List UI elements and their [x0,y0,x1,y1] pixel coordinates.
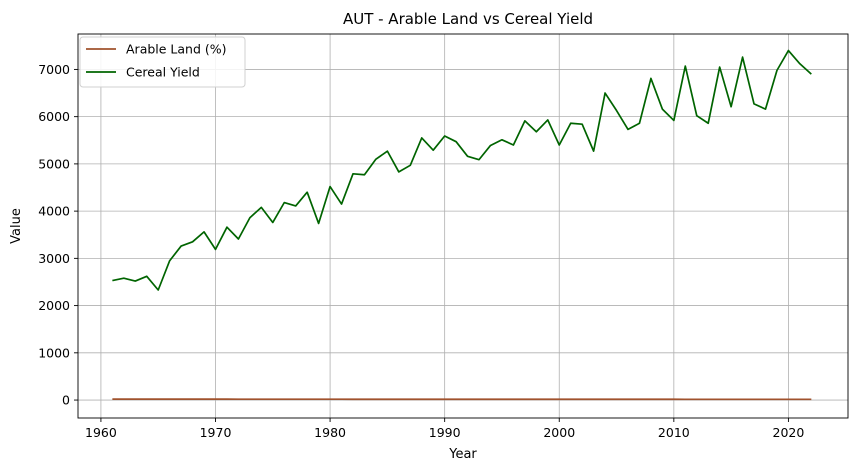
series-layer [112,49,812,401]
x-axis: 1960 1970 1980 1990 2000 2010 2020 [85,418,804,440]
chart-title: AUT - Arable Land vs Cereal Yield [343,10,593,28]
x-tick-label: 1970 [200,425,232,440]
plot-frame [77,33,849,419]
x-tick-label: 1990 [429,425,461,440]
x-tick-label: 2000 [543,425,575,440]
legend-label-cereal-yield: Cereal Yield [126,65,200,80]
x-tick-label: 2010 [658,425,690,440]
x-tick-label: 2020 [773,425,805,440]
y-tick-label: 7000 [38,62,70,77]
y-axis-label: Value [9,208,24,244]
x-axis-label: Year [448,447,477,462]
x-tick-label: 1960 [85,425,117,440]
y-tick-label: 6000 [38,109,70,124]
series-line-cereal-yield [112,49,812,291]
y-tick-label: 1000 [38,345,70,360]
y-tick-label: 4000 [38,204,70,219]
x-tick-label: 1980 [314,425,346,440]
y-axis: 0 1000 2000 3000 4000 5000 6000 7000 [38,62,78,408]
y-tick-label: 5000 [38,156,70,171]
grid [78,34,848,418]
y-tick-label: 2000 [38,298,70,313]
legend-box [79,36,246,88]
legend: Arable Land (%) Cereal Yield [79,36,246,88]
legend-label-arable-land: Arable Land (%) [126,42,227,57]
y-tick-label: 0 [62,393,70,408]
y-tick-label: 3000 [38,251,70,266]
